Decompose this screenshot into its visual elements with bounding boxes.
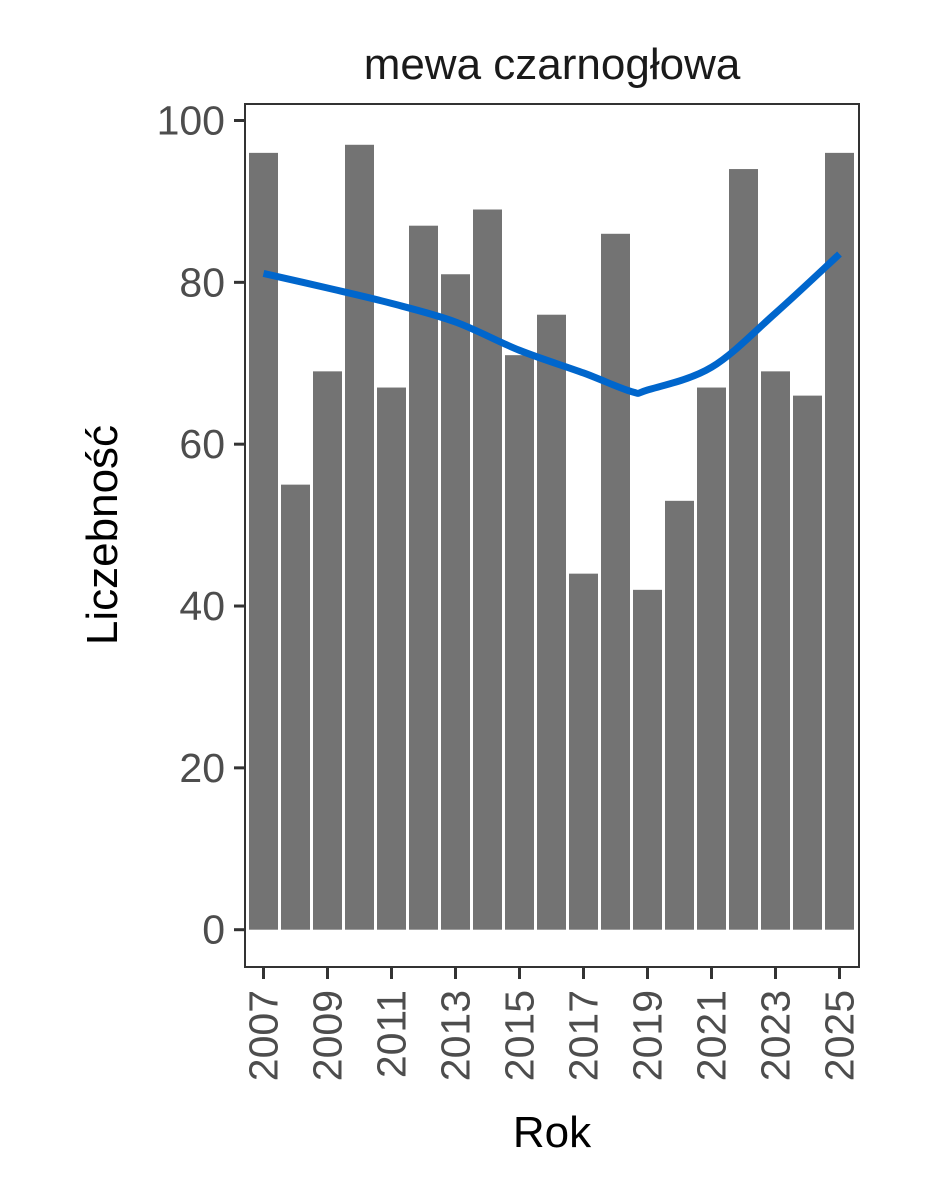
y-axis: 0 20 40 60 80 100 [157,98,245,953]
x-tick-label: 2025 [817,990,863,1081]
bar-2007 [249,152,278,930]
bar-2019 [633,589,662,930]
bar-2014 [473,209,502,930]
x-tick-label: 2019 [625,990,671,1081]
bar-2015 [505,355,534,930]
trend-line [262,251,842,397]
bar-2010 [345,144,374,930]
bar-2020 [665,500,694,930]
x-axis-label: Rok [512,1108,592,1157]
bar-2024 [793,395,822,930]
x-tick-label: 2007 [241,990,287,1081]
bar-2021 [697,387,726,930]
x-tick-label: 2023 [753,990,799,1081]
x-tick-label: 2009 [305,990,351,1081]
bar-2012 [409,225,438,930]
x-tick-label: 2015 [497,990,543,1081]
x-tick-label: 2011 [369,990,415,1078]
bar-2023 [761,371,790,930]
y-tick-label: 0 [202,907,225,953]
bar-2009 [313,371,342,930]
x-tick-label: 2017 [561,990,607,1081]
y-tick-label: 40 [179,583,225,629]
bar-2016 [537,314,566,930]
x-tick-label: 2021 [689,990,735,1081]
bars [249,144,854,930]
y-tick-label: 20 [179,745,225,791]
bar-2008 [281,484,310,930]
bar-2017 [569,573,598,930]
y-tick-label: 60 [179,421,225,467]
bar-2025 [825,152,854,930]
chart-title: mewa czarnogłowa [363,40,741,89]
bar-2013 [441,274,470,930]
x-tick-label: 2013 [433,990,479,1081]
x-axis: 2007 2009 2011 2013 2015 2017 2019 2021 2023 2025 [241,967,863,1081]
y-tick-label: 100 [157,98,225,144]
bar-2018 [601,233,630,930]
bar-2011 [377,387,406,930]
bar-2022 [729,169,758,930]
panel-border [244,103,860,968]
y-tick-label: 80 [179,259,225,305]
